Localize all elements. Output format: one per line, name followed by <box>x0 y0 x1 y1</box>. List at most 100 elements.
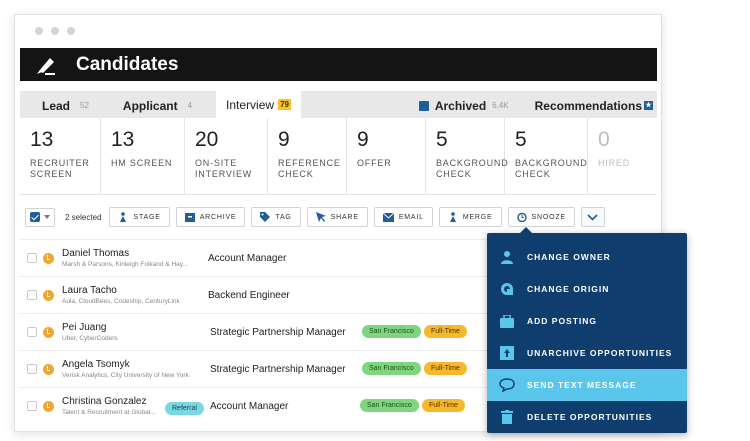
candidate-name[interactable]: Angela Tsomyk <box>62 359 130 370</box>
menu-item-label: SEND TEXT MESSAGE <box>527 380 637 390</box>
stage-recruiter-screen[interactable]: 13 RECRUITER SCREEN <box>20 118 101 195</box>
stage-count: 20 <box>195 128 219 151</box>
select-all-checkbox[interactable] <box>25 207 55 227</box>
menu-item-change-owner[interactable]: CHANGE OWNER <box>487 241 687 273</box>
candidate-position: Backend Engineer <box>208 289 290 301</box>
table-row[interactable]: Pei Juang Uber, CyberCoders Strategic Pa… <box>20 313 657 350</box>
menu-item-label: DELETE OPPORTUNITIES <box>527 412 653 422</box>
page-title: Candidates <box>76 53 179 75</box>
menu-item-send-text-message[interactable]: SEND TEXT MESSAGE <box>487 369 687 401</box>
button-label: TAG <box>275 213 292 221</box>
more-actions-button[interactable] <box>580 207 605 227</box>
referral-tag[interactable]: Referral <box>165 402 204 415</box>
stage-reference-check[interactable]: 9 REFERENCE CHECK <box>268 118 347 195</box>
tab-applicant[interactable]: Applicant 4 <box>103 93 206 118</box>
stage-background-check-2[interactable]: 5 BACKGROUND CHECK <box>505 118 588 195</box>
tag-button[interactable]: TAG <box>251 207 301 227</box>
stage-label: HM SCREEN <box>111 158 173 168</box>
tab-count: 4 <box>187 101 193 110</box>
employment-type-tag[interactable]: Full-Time <box>422 399 465 412</box>
top-bar: Candidates <box>20 48 657 81</box>
stage-onsite-interview[interactable]: 20 ON-SITE INTERVIEW <box>185 118 268 195</box>
stage-count: 5 <box>515 128 527 151</box>
button-label: EMAIL <box>398 213 424 221</box>
table-row[interactable]: Laura Tacho Aula, CloudBees, Codeship, C… <box>20 276 657 313</box>
menu-item-delete[interactable]: DELETE OPPORTUNITIES <box>487 401 687 433</box>
archive-icon <box>418 100 429 111</box>
stage-background-check[interactable]: 5 BACKGROUND CHECK <box>426 118 508 195</box>
stage-hm-screen[interactable]: 13 HM SCREEN <box>101 118 185 195</box>
candidate-companies: Verisk Analytics, City University of New… <box>62 372 189 379</box>
candidate-name[interactable]: Pei Juang <box>62 322 107 333</box>
table-row[interactable]: Daniel Thomas Marsh & Parsons, Kinleigh … <box>20 239 657 276</box>
row-checkbox[interactable] <box>27 290 37 300</box>
clock-icon <box>43 252 54 264</box>
snooze-button[interactable]: SNOOZE <box>507 207 575 227</box>
button-label: ARCHIVE <box>199 213 237 221</box>
email-button[interactable]: EMAIL <box>373 207 433 227</box>
stage-label: HIRED <box>598 158 631 168</box>
tab-lead[interactable]: Lead 52 <box>20 93 103 118</box>
tab-label: Lead <box>42 98 71 113</box>
menu-item-label: CHANGE ORIGIN <box>527 284 610 294</box>
row-checkbox[interactable] <box>27 253 37 263</box>
stage-count: 9 <box>278 128 290 151</box>
candidate-companies: Marsh & Parsons, Kinleigh Folkand & Hay.… <box>62 261 188 268</box>
tab-recommendations[interactable]: Recommendations ★ <box>521 93 657 118</box>
stage-label: OFFER <box>357 158 392 168</box>
row-checkbox[interactable] <box>27 364 37 374</box>
candidate-position: Account Manager <box>210 400 289 412</box>
stage-label: RECRUITER SCREEN <box>30 158 90 179</box>
clock-icon <box>43 326 54 338</box>
merge-button[interactable]: MERGE <box>438 207 502 227</box>
employment-type-tag[interactable]: Full-Time <box>424 362 467 375</box>
stage-button[interactable]: STAGE <box>109 207 170 227</box>
stage-count: 0 <box>598 128 610 151</box>
menu-item-add-posting[interactable]: ADD POSTING <box>487 305 687 337</box>
trash-icon <box>499 409 515 425</box>
location-tag[interactable]: San Francisco <box>362 362 421 375</box>
table-row[interactable]: Angela Tsomyk Verisk Analytics, City Uni… <box>20 350 657 387</box>
tab-interview[interactable]: Interview 79 <box>216 91 301 118</box>
tab-label: Recommendations <box>534 98 642 113</box>
location-tag[interactable]: San Francisco <box>360 399 419 412</box>
checked-icon <box>30 212 40 222</box>
selected-count: 2 selected <box>65 212 102 222</box>
candidate-name[interactable]: Daniel Thomas <box>62 248 130 259</box>
candidate-name[interactable]: Laura Tacho <box>62 285 117 296</box>
window-dot[interactable] <box>67 27 75 35</box>
stage-offer[interactable]: 9 OFFER <box>347 118 426 195</box>
tab-label: Applicant <box>122 98 178 113</box>
archive-button[interactable]: ARCHIVE <box>175 207 246 227</box>
share-button[interactable]: SHARE <box>306 207 368 227</box>
star-badge-icon: ★ <box>644 101 653 110</box>
employment-type-tag[interactable]: Full-Time <box>424 325 467 338</box>
location-tag[interactable]: San Francisco <box>362 325 421 338</box>
tab-count: 52 <box>80 101 89 110</box>
stage-count: 5 <box>436 128 448 151</box>
candidate-name[interactable]: Christina Gonzalez <box>62 396 147 407</box>
more-actions-menu: CHANGE OWNER CHANGE ORIGIN ADD POSTING U… <box>487 227 687 433</box>
envelope-icon <box>382 212 394 222</box>
tab-label: Interview <box>226 97 275 112</box>
window-dot[interactable] <box>51 27 59 35</box>
menu-item-unarchive[interactable]: UNARCHIVE OPPORTUNITIES <box>487 337 687 369</box>
button-label: STAGE <box>133 213 161 221</box>
stage-count: 13 <box>30 128 54 151</box>
row-checkbox[interactable] <box>27 327 37 337</box>
menu-item-label: CHANGE OWNER <box>527 252 611 262</box>
candidate-info: Angela Tsomyk Verisk Analytics, City Uni… <box>62 359 207 379</box>
unarchive-icon <box>499 345 515 361</box>
stage-label: ON-SITE INTERVIEW <box>195 158 253 179</box>
tab-count: 6.4K <box>492 101 509 110</box>
stage-hired[interactable]: 0 HIRED <box>588 118 657 195</box>
row-checkbox[interactable] <box>27 401 37 411</box>
table-row[interactable]: Christina Gonzalez Talent & Recruitment … <box>20 387 657 424</box>
candidate-info: Laura Tacho Aula, CloudBees, Codeship, C… <box>62 285 207 305</box>
window-dot[interactable] <box>35 27 43 35</box>
tab-right-group: Archived 6.4K Recommendations ★ <box>405 93 657 118</box>
tab-archived[interactable]: Archived 6.4K <box>405 93 521 118</box>
candidate-info: Christina Gonzalez Talent & Recruitment … <box>62 396 162 416</box>
stage-summary: 13 RECRUITER SCREEN 13 HM SCREEN 20 ON-SITE… <box>20 118 657 195</box>
menu-item-change-origin[interactable]: CHANGE ORIGIN <box>487 273 687 305</box>
